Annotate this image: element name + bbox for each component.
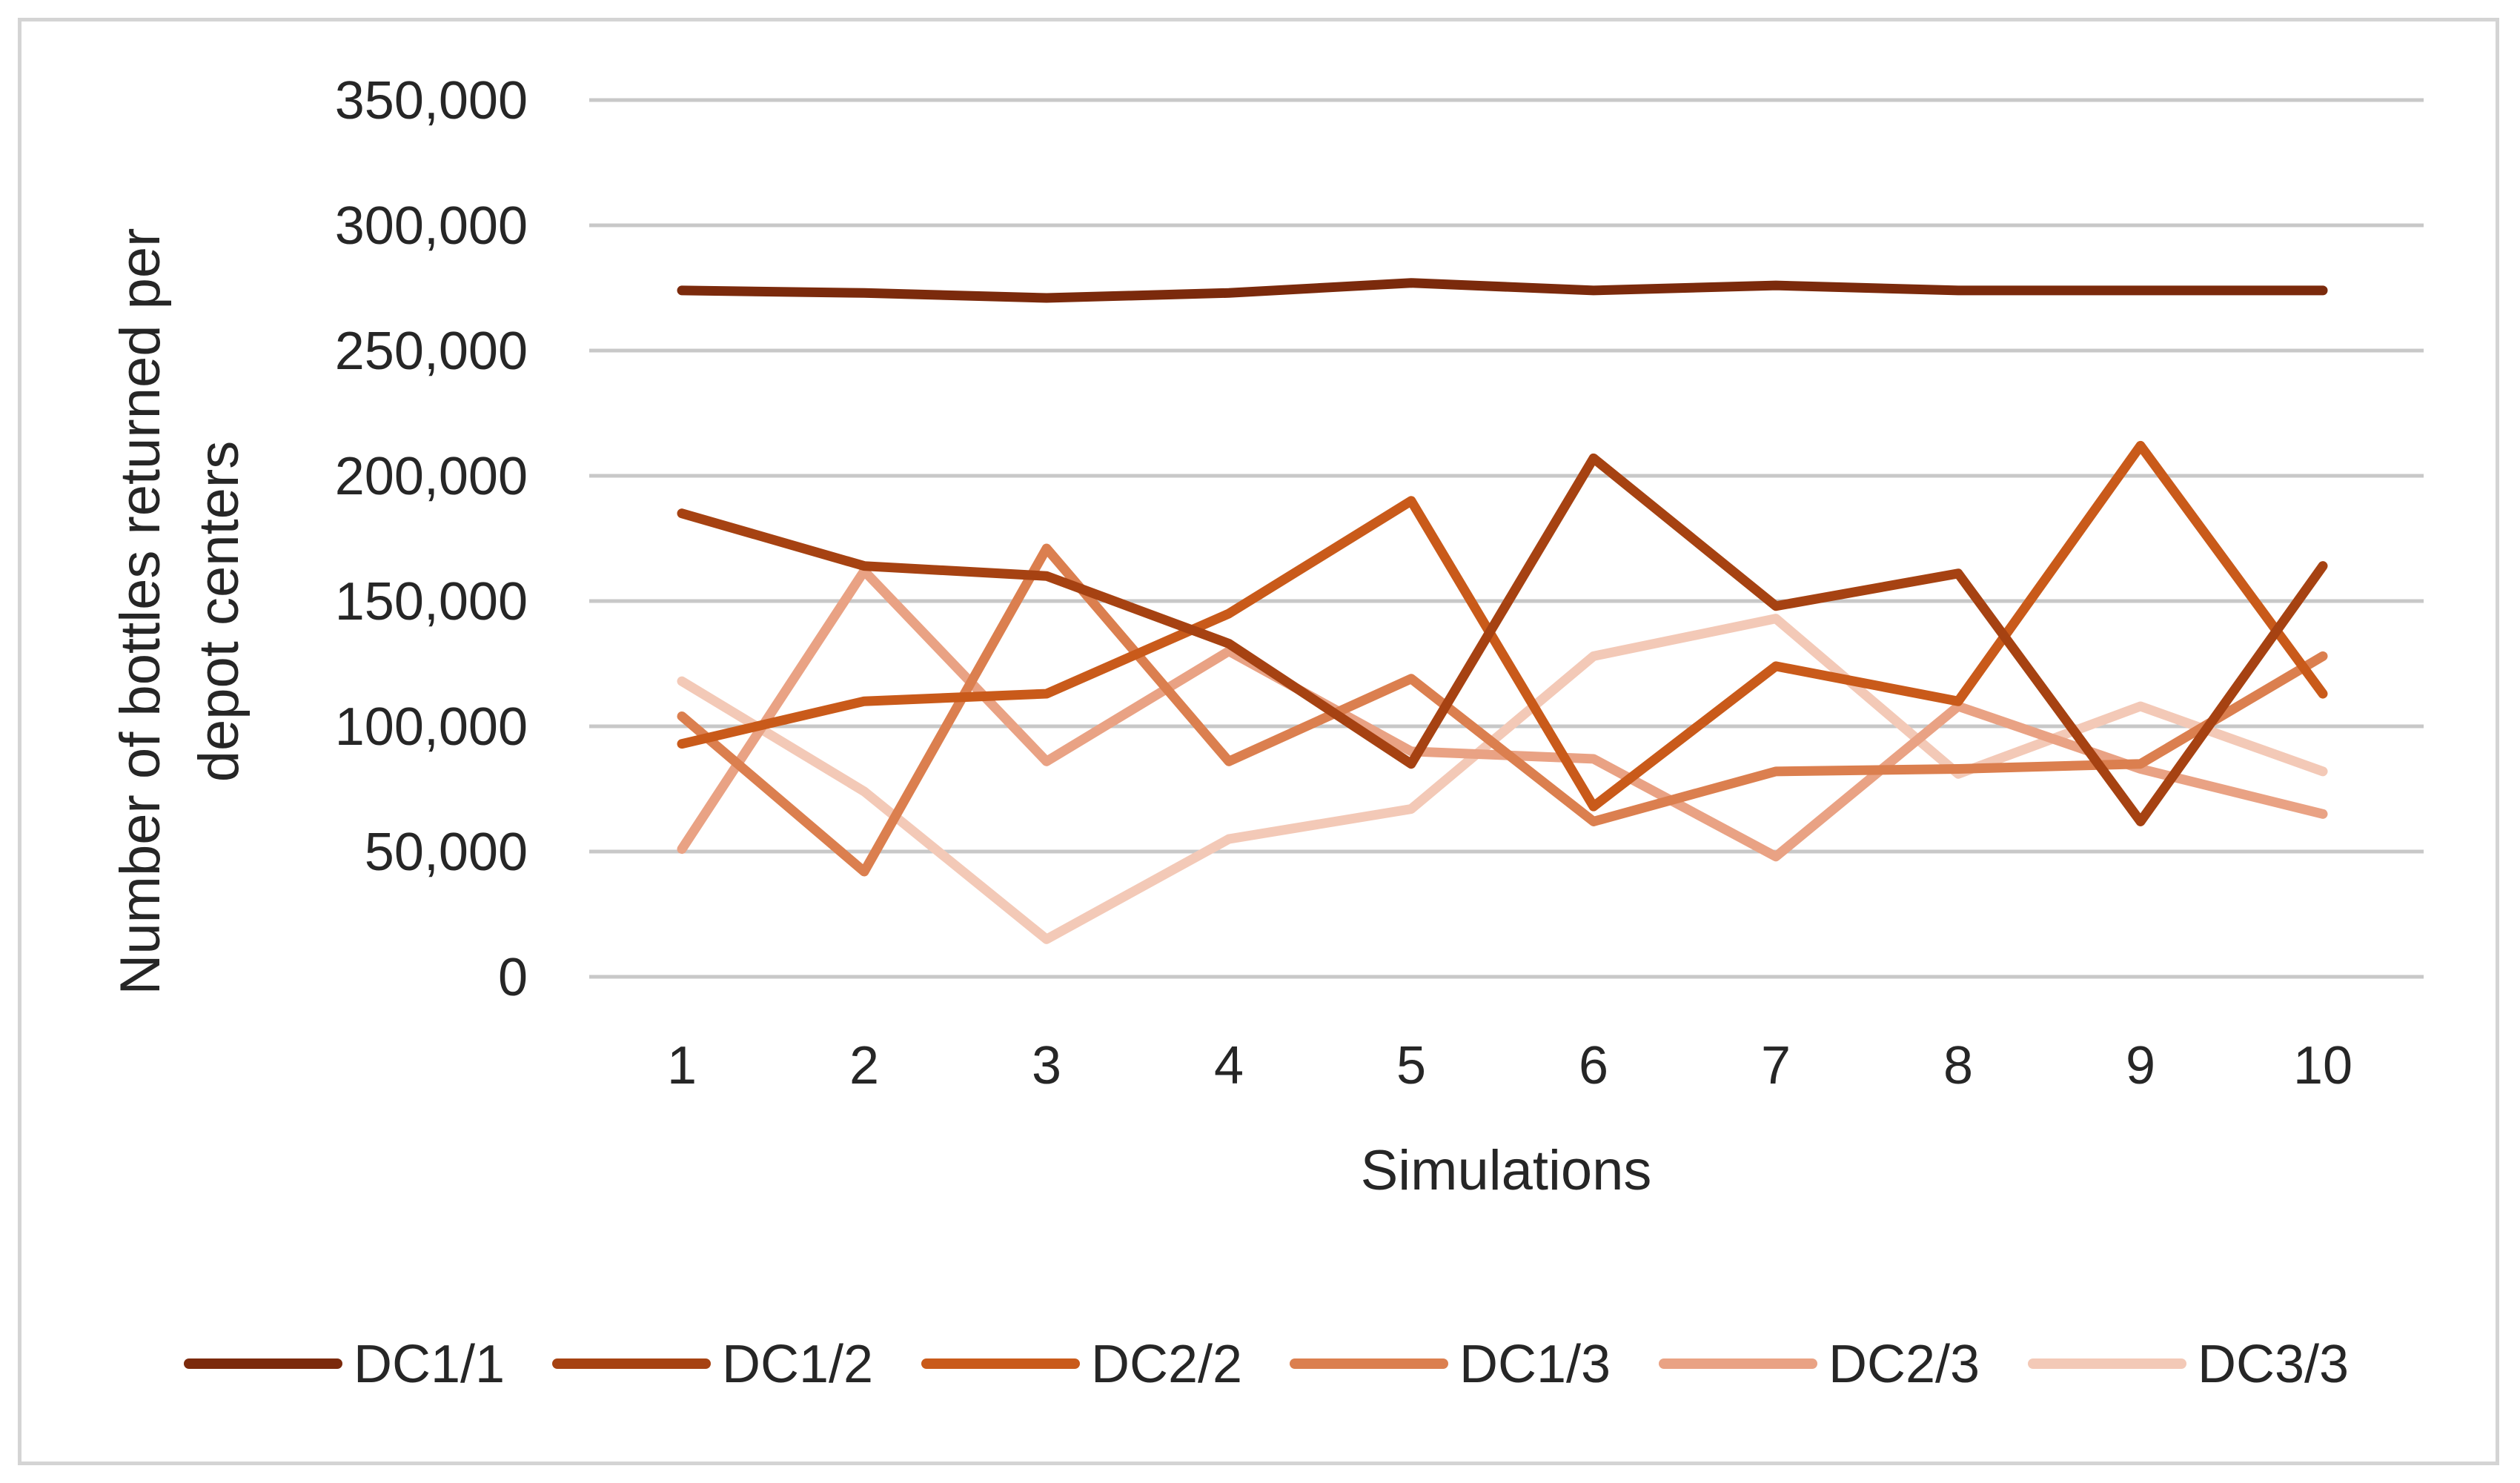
series-line-dc1-1: [677, 278, 2328, 303]
x-tick-label: 9: [2126, 1036, 2155, 1095]
y-tick-label: 150,000: [335, 572, 528, 631]
x-tick-label: 7: [1761, 1036, 1791, 1095]
gridlines: [589, 98, 2424, 979]
legend-label: DC3/3: [2198, 1335, 2349, 1394]
legend-label: DC2/2: [1091, 1335, 1242, 1394]
y-axis-tick-labels: 0 50,000 100,000 150,000 200,000 250,000 300,0…: [335, 71, 528, 1007]
y-tick-label: 200,000: [335, 447, 528, 506]
series-line-dc1-2: [677, 453, 2328, 826]
x-tick-label: 2: [849, 1036, 879, 1095]
y-tick-label: 250,000: [335, 322, 528, 381]
x-axis-title: Simulations: [1361, 1139, 1652, 1202]
x-axis-tick-labels: 1 2 3 4 5 6 7 8 9 10: [667, 1036, 2352, 1095]
y-tick-label: 350,000: [335, 71, 528, 130]
x-tick-label: 10: [2293, 1036, 2352, 1095]
y-tick-label: 300,000: [335, 196, 528, 256]
x-tick-label: 1: [667, 1036, 697, 1095]
x-tick-label: 6: [1579, 1036, 1608, 1095]
x-tick-label: 3: [1032, 1036, 1061, 1095]
x-tick-label: 5: [1396, 1036, 1426, 1095]
series-line-dc3-3: [677, 614, 2328, 944]
series-lines: [677, 278, 2328, 944]
y-axis-title-line-1: Number of bottles returned per: [109, 228, 172, 995]
x-tick-label: 4: [1214, 1036, 1244, 1095]
legend-label: DC1/1: [354, 1335, 505, 1394]
series-line-dc1-3: [677, 543, 2328, 877]
y-tick-label: 50,000: [365, 823, 528, 882]
y-tick-label: 100,000: [335, 697, 528, 757]
legend-label: DC1/2: [722, 1335, 873, 1394]
y-axis-title-line-2: depot centers: [188, 441, 251, 783]
x-tick-label: 8: [1943, 1036, 1973, 1095]
legend: DC1/1 DC1/2 DC2/2 DC1/3 DC2/3 DC3/3: [184, 1335, 2349, 1394]
y-tick-label: 0: [498, 948, 528, 1007]
legend-label: DC1/3: [1459, 1335, 1611, 1394]
legend-label: DC2/3: [1828, 1335, 1980, 1394]
series-line-dc2-2: [677, 440, 2328, 812]
